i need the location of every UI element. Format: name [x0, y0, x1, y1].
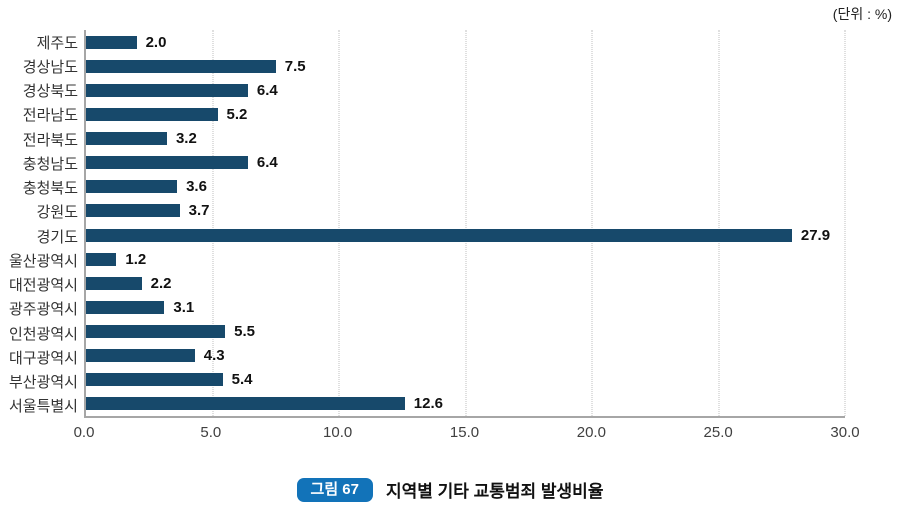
bar — [86, 83, 248, 97]
bar — [86, 59, 276, 73]
bar-value-label: 3.1 — [173, 298, 195, 316]
x-axis-tick-label: 30.0 — [830, 424, 860, 441]
x-axis-tick-label: 25.0 — [703, 424, 733, 441]
bar — [86, 107, 218, 121]
gridline — [591, 30, 593, 416]
bar-value-label: 12.6 — [413, 395, 443, 413]
category-label: 대구광역시 — [8, 349, 78, 367]
bar-value-label: 5.5 — [234, 323, 255, 341]
bar-value-label: 3.2 — [175, 130, 197, 148]
bar-row: 12.6 — [86, 392, 845, 416]
bar — [86, 300, 165, 314]
bar-value-label: 27.9 — [800, 226, 831, 244]
x-axis-tick-label: 5.0 — [200, 424, 222, 441]
bar-value-label: 2.0 — [145, 33, 167, 51]
bar — [86, 276, 142, 290]
bar — [86, 156, 248, 170]
bar — [86, 180, 178, 194]
bar-value-label: 2.2 — [150, 274, 172, 292]
bar-row: 1.2 — [86, 247, 845, 271]
plot-area: 2.0 7.5 6.4 5.2 3.2 6.4 3.6 3.7 27.9 1.2 2.2 3.1 5.5… — [84, 30, 846, 418]
bar — [86, 252, 117, 266]
bar-row: 6.4 — [86, 151, 845, 175]
bar-row: 7.5 — [86, 54, 845, 78]
bar-value-label: 1.2 — [125, 250, 147, 268]
category-label: 강원도 — [36, 204, 78, 222]
bar-row: 5.5 — [86, 320, 845, 344]
category-label: 울산광역시 — [8, 252, 78, 270]
bar — [86, 35, 137, 49]
bar-row: 4.3 — [86, 344, 845, 368]
x-axis-tick-label: 20.0 — [576, 424, 606, 441]
bar-row: 6.4 — [86, 78, 845, 102]
category-label: 부산광역시 — [8, 374, 78, 392]
bar — [86, 373, 223, 387]
bar — [86, 349, 195, 363]
gridline — [465, 30, 466, 416]
bar-value-label: 3.6 — [186, 178, 207, 196]
caption: 그림 67 지역별 기타 교통범죄 발생비율 — [0, 477, 900, 502]
bar — [86, 397, 405, 411]
bar-value-label: 5.4 — [231, 371, 253, 389]
category-label: 제주도 — [36, 34, 78, 52]
bar — [86, 204, 180, 218]
category-label: 충청남도 — [22, 155, 78, 173]
category-label: 대전광역시 — [8, 277, 78, 295]
category-label: 경상남도 — [22, 58, 78, 76]
bar — [86, 228, 792, 242]
gridline — [212, 30, 213, 416]
x-axis-tick-label: 0.0 — [73, 424, 95, 441]
bar-row: 3.7 — [86, 199, 845, 223]
bar-row: 3.6 — [86, 175, 845, 199]
gridline — [338, 30, 340, 416]
x-axis-ticks: 0.0 5.0 10.0 15.0 20.0 25.0 30.0 — [74, 424, 860, 444]
bar-rows: 2.0 7.5 6.4 5.2 3.2 6.4 3.6 3.7 27.9 1.2 2.2 3.1 5.5… — [86, 30, 845, 416]
bar-row: 2.0 — [86, 30, 845, 54]
bar-row: 3.1 — [86, 295, 845, 319]
figure-title: 지역별 기타 교통범죄 발생비율 — [385, 482, 604, 501]
bar-value-label: 4.3 — [203, 347, 225, 365]
bar — [86, 325, 226, 339]
gridlines — [86, 30, 846, 416]
bar-row: 27.9 — [86, 223, 845, 247]
units-label: (단위 : %) — [832, 6, 892, 22]
bar-value-label: 5.2 — [226, 105, 248, 123]
category-label: 충청북도 — [22, 180, 78, 198]
x-axis-tick-label: 10.0 — [323, 424, 353, 441]
bar-row: 3.2 — [86, 127, 845, 151]
category-label: 광주광역시 — [8, 301, 78, 319]
category-label: 전라북도 — [22, 131, 78, 149]
bar-value-label: 3.7 — [188, 202, 210, 220]
category-label: 경상북도 — [22, 83, 78, 101]
bar-row: 5.2 — [86, 102, 845, 126]
bar-value-label: 6.4 — [256, 154, 278, 172]
gridline — [844, 30, 846, 416]
bar-row: 2.2 — [86, 271, 845, 295]
category-label: 전라남도 — [22, 107, 78, 125]
x-axis-tick-label: 15.0 — [449, 424, 480, 441]
bar — [86, 132, 167, 146]
bar-row: 5.4 — [86, 368, 845, 392]
bar-value-label: 6.4 — [256, 81, 278, 99]
category-label: 서울특별시 — [8, 398, 78, 416]
gridline — [718, 30, 719, 416]
bar-value-label: 7.5 — [284, 57, 306, 75]
category-label: 경기도 — [36, 228, 78, 246]
category-label: 인천광역시 — [8, 325, 78, 343]
figure-number-badge: 그림 67 — [296, 477, 373, 502]
